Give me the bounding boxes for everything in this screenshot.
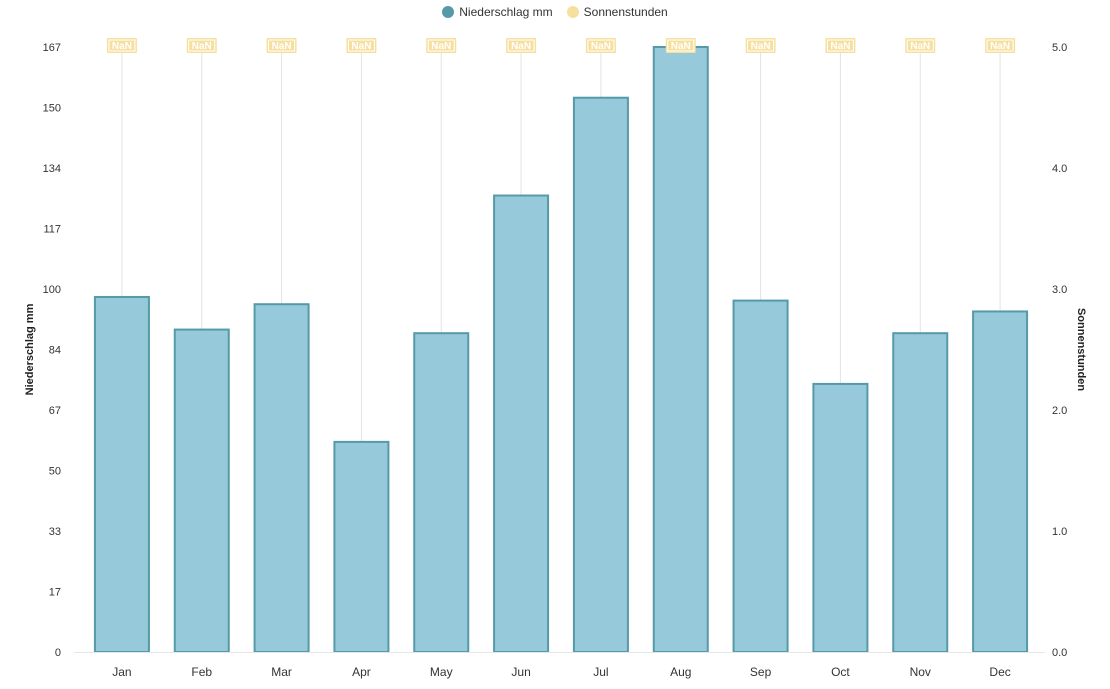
data-label-badge	[745, 38, 776, 53]
x-tick-label: Nov	[910, 665, 931, 679]
legend-label-sonnenstunden: Sonnenstunden	[583, 5, 668, 19]
data-label-inner-border	[906, 39, 934, 52]
y-right-tick-label: 4.0	[1052, 163, 1067, 175]
data-label-badge	[426, 38, 457, 53]
y-right-tick-label: 0.0	[1052, 647, 1067, 659]
data-label-layer: NaN NaN NaN NaN NaN NaN NaN NaN NaN NaN NaN NaN	[106, 38, 1016, 53]
y-left-tick-label: 134	[43, 163, 61, 175]
x-tick-label: Jan	[112, 665, 131, 679]
bar-feb	[173, 328, 230, 653]
x-tick-label: Apr	[352, 665, 371, 679]
data-label-inner-border	[347, 39, 375, 52]
x-tick-label: Aug	[670, 665, 691, 679]
bar-may	[413, 332, 470, 653]
data-label-badge	[106, 38, 137, 53]
y-left-tick-label: 17	[49, 587, 61, 599]
y-right-tick-label: 5.0	[1052, 42, 1067, 54]
y-left-tick-label: 0	[55, 647, 61, 659]
data-label-badge	[585, 38, 616, 53]
data-label-inner-border	[427, 39, 455, 52]
y-left-tick-label: 117	[43, 224, 61, 236]
bar-mar	[253, 303, 310, 653]
data-label-badge	[506, 38, 537, 53]
x-tick-label: Mar	[271, 665, 292, 679]
data-label: NaN	[112, 41, 132, 52]
data-label: NaN	[351, 41, 371, 52]
y-left-tick-label: 167	[43, 42, 61, 54]
y-left-tick-label: 67	[49, 405, 61, 417]
y-right-tick-label: 3.0	[1052, 284, 1067, 296]
y-right-tick-label: 2.0	[1052, 405, 1067, 417]
y-left-tick-label: 150	[43, 103, 61, 115]
x-tick-label: Feb	[191, 665, 212, 679]
data-label-inner-border	[667, 39, 695, 52]
data-label: NaN	[591, 41, 611, 52]
y-left-tick-label: 84	[49, 345, 61, 357]
legend: Niederschlag mm Sonnenstunden	[0, 5, 1110, 19]
legend-swatch-niederschlag	[442, 6, 455, 18]
bar-sep	[732, 299, 789, 653]
data-label-inner-border	[188, 39, 216, 52]
data-label-badge	[266, 38, 297, 53]
data-label-inner-border	[587, 39, 615, 52]
data-label: NaN	[751, 41, 771, 52]
data-label-inner-border	[986, 39, 1014, 52]
data-label-badge	[985, 38, 1016, 53]
y-right-tick-label: 1.0	[1052, 526, 1067, 538]
bar-oct	[812, 382, 869, 653]
bar-apr	[333, 440, 390, 654]
bar-jun	[493, 194, 550, 653]
y-left-tick-label: 100	[43, 284, 61, 296]
data-label: NaN	[671, 41, 691, 52]
data-label: NaN	[990, 41, 1010, 52]
legend-swatch-sonnenstunden	[566, 6, 579, 18]
legend-item-niederschlag[interactable]: Niederschlag mm	[442, 5, 553, 19]
x-tick-label: Sep	[750, 665, 772, 679]
data-label: NaN	[830, 41, 850, 52]
legend-item-sonnenstunden[interactable]: Sonnenstunden	[566, 5, 668, 19]
data-label: NaN	[192, 41, 212, 52]
data-label-inner-border	[108, 39, 136, 52]
bar-layer	[93, 46, 1029, 654]
bar-aug	[652, 46, 709, 653]
data-label-inner-border	[747, 39, 775, 52]
y-left-tick-label: 33	[49, 526, 61, 538]
y-left-tick-label: 50	[49, 466, 61, 478]
data-label-inner-border	[507, 39, 535, 52]
x-tick-label: Jun	[511, 665, 530, 679]
data-label-badge	[905, 38, 936, 53]
data-label-inner-border	[268, 39, 296, 52]
data-label: NaN	[431, 41, 451, 52]
x-tick-label: Oct	[831, 665, 850, 679]
data-label-badge	[665, 38, 696, 53]
data-label: NaN	[910, 41, 930, 52]
data-label-badge	[825, 38, 856, 53]
x-tick-label: Jul	[593, 665, 608, 679]
data-label-inner-border	[826, 39, 854, 52]
y-right-axis-title: Sonnenstunden	[1075, 308, 1087, 391]
bar-nov	[892, 332, 949, 653]
bar-dec	[972, 310, 1029, 653]
legend-label-niederschlag: Niederschlag mm	[459, 5, 553, 19]
y-left-axis-title: Niederschlag mm	[24, 303, 36, 395]
data-label-badge	[186, 38, 217, 53]
x-tick-label: May	[430, 665, 453, 679]
data-label-badge	[346, 38, 377, 53]
data-label: NaN	[511, 41, 531, 52]
data-label: NaN	[272, 41, 292, 52]
x-tick-label: Dec	[989, 665, 1010, 679]
bar-jan	[93, 295, 150, 653]
axis-layer: Jan Feb Mar Apr May Jun Jul Aug Sep Oct Nov Dec 0 17 3…	[24, 42, 1087, 679]
bar-jul	[572, 96, 629, 653]
